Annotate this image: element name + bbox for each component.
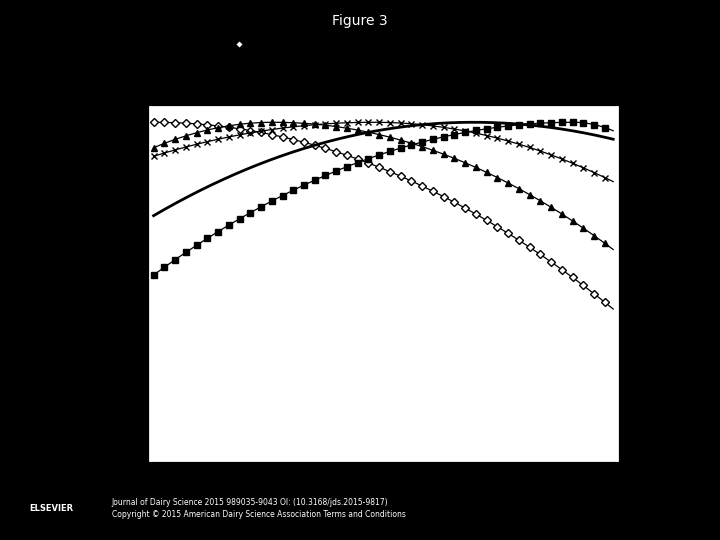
Y-axis label: Genetic correlation: Genetic correlation bbox=[96, 201, 111, 366]
Text: Copyright © 2015 American Dairy Science Association Terms and Conditions: Copyright © 2015 American Dairy Science … bbox=[112, 510, 405, 518]
Text: Journal of Dairy Science 2015 989035-9043 OI: (10.3168/jds.2015-9817): Journal of Dairy Science 2015 989035-904… bbox=[112, 498, 388, 507]
Text: Figure 3: Figure 3 bbox=[332, 14, 388, 28]
X-axis label: THI: THI bbox=[368, 486, 399, 504]
Text: ELSEVIER: ELSEVIER bbox=[29, 504, 73, 513]
Legend: THI = 58, 64, 69, 74, 79: THI = 58, 64, 69, 74, 79 bbox=[220, 33, 546, 57]
